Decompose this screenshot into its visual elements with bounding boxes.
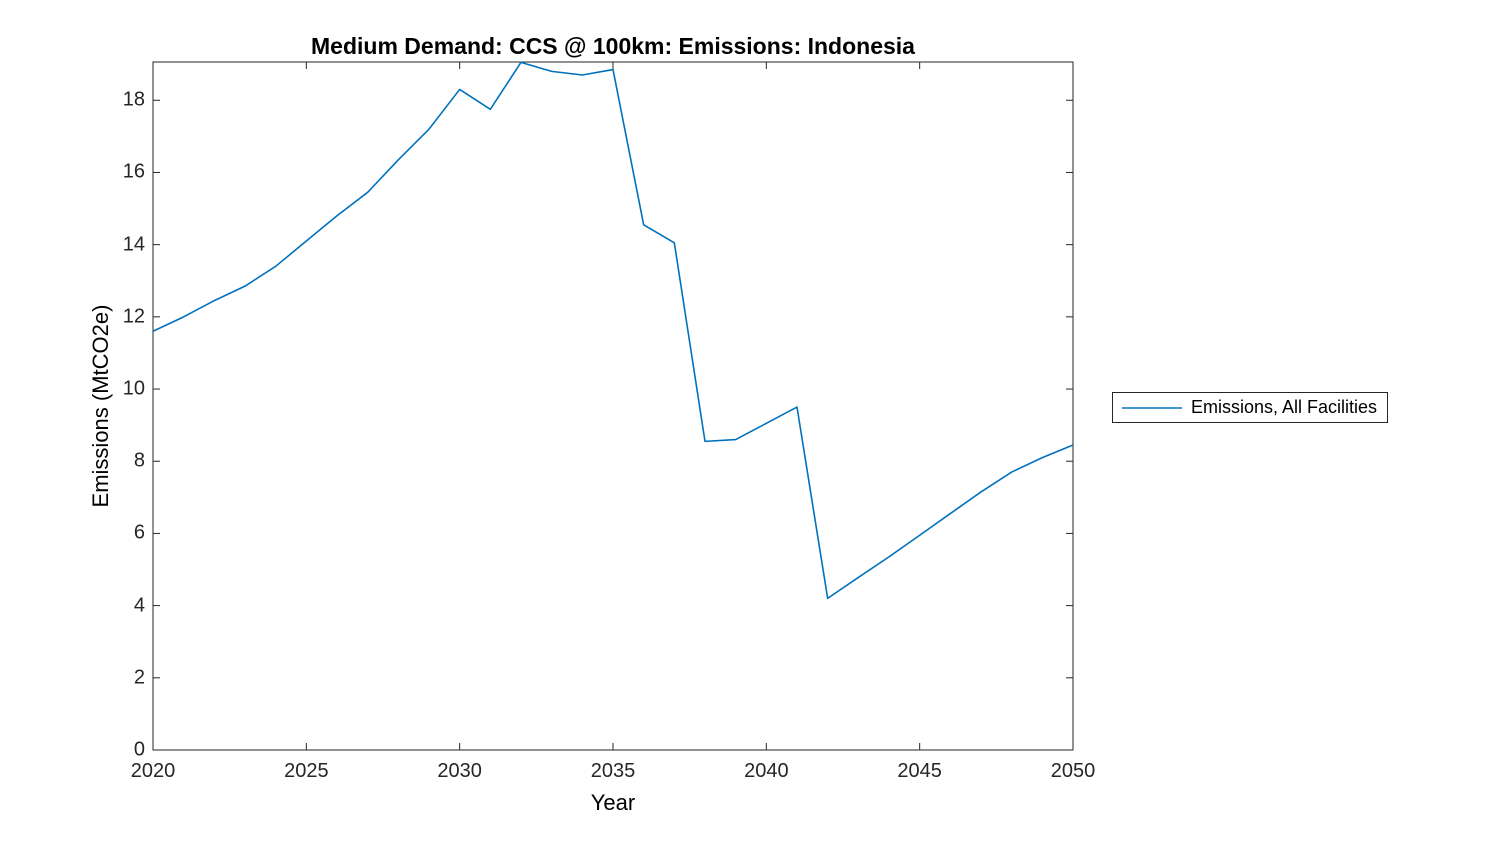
y-tick-label: 0 — [133, 738, 145, 761]
y-tick-label: 16 — [122, 160, 145, 183]
x-tick-label: 2040 — [744, 760, 789, 782]
chart-title: Medium Demand: CCS @ 100km: Emissions: I… — [311, 33, 915, 59]
y-tick-label: 2 — [133, 666, 145, 689]
x-tick-label: 2050 — [1050, 760, 1096, 782]
x-tick-label: 2025 — [284, 760, 329, 782]
y-tick-label: 10 — [122, 377, 145, 400]
legend-line-sample-icon — [1122, 406, 1182, 409]
y-tick-label: 14 — [122, 233, 145, 256]
emissions-line — [152, 61, 1074, 600]
y-tick-label: 6 — [133, 521, 145, 544]
x-tick-label: 2035 — [590, 760, 636, 782]
x-tick-label: 2045 — [897, 760, 942, 782]
y-tick-label: 18 — [122, 88, 145, 111]
axes-box — [152, 61, 1074, 751]
x-tick-label: 2030 — [437, 760, 482, 782]
legend-label: Emissions, All Facilities — [1191, 397, 1378, 417]
legend-box: Emissions, All Facilities — [1112, 392, 1388, 423]
x-tick-label: 2020 — [130, 760, 176, 782]
y-tick-label: 12 — [122, 305, 145, 328]
x-axis-label: Year — [590, 790, 636, 815]
y-axis-label: Emissions (MtCO2e) — [88, 304, 113, 508]
y-tick-label: 8 — [133, 449, 145, 472]
y-tick-label: 4 — [133, 594, 145, 617]
